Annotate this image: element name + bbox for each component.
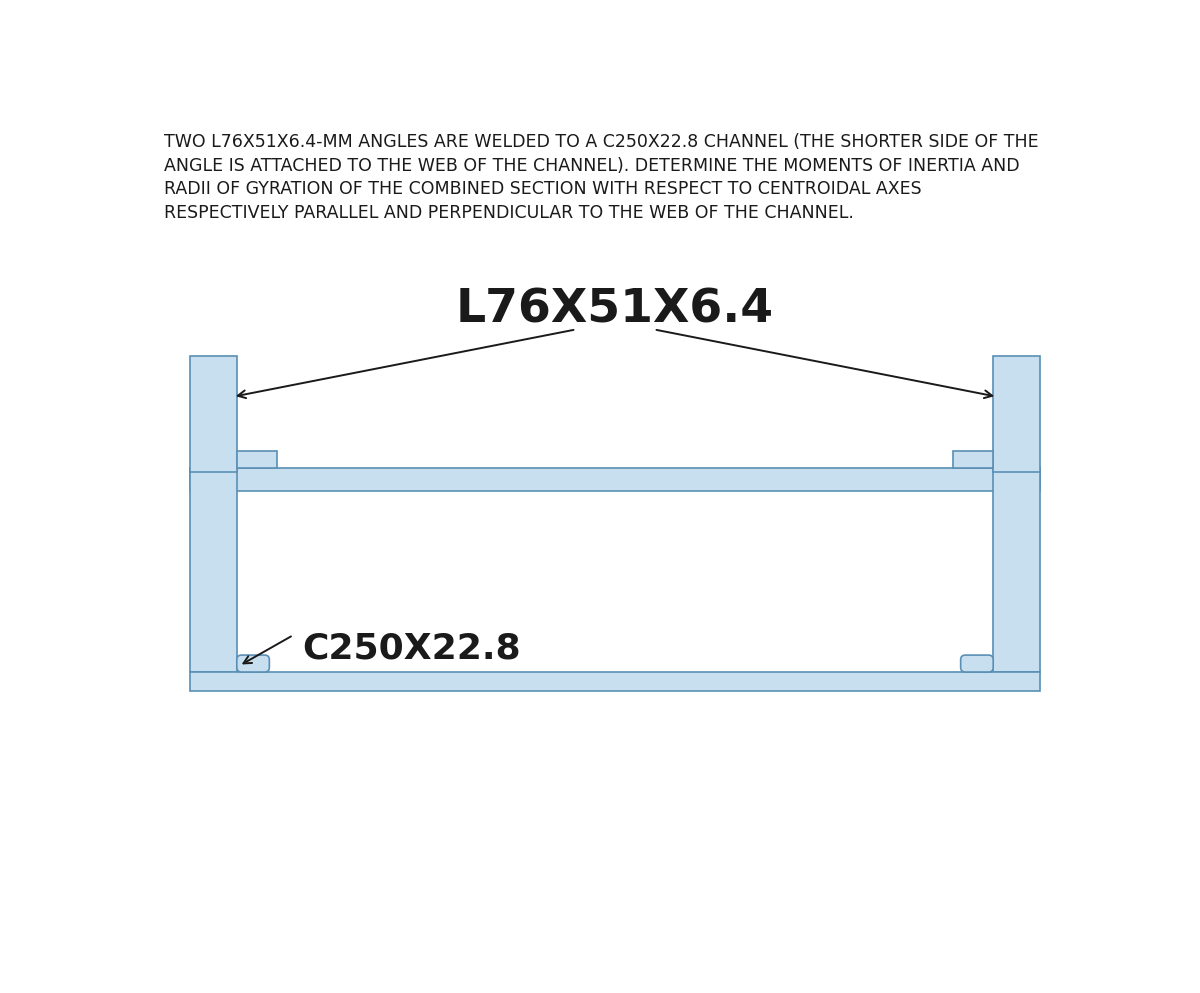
Text: L76X51X6.4: L76X51X6.4: [456, 288, 774, 333]
Bar: [191, 672, 1039, 691]
Bar: [994, 468, 1039, 672]
Bar: [953, 451, 994, 468]
Bar: [191, 356, 236, 472]
Bar: [191, 468, 236, 672]
FancyBboxPatch shape: [236, 655, 269, 672]
Text: TWO L76X51X6.4-MM ANGLES ARE WELDED TO A C250X22.8 CHANNEL (THE SHORTER SIDE OF : TWO L76X51X6.4-MM ANGLES ARE WELDED TO A…: [164, 133, 1038, 221]
Text: C250X22.8: C250X22.8: [302, 632, 521, 666]
Bar: [994, 356, 1039, 472]
FancyBboxPatch shape: [961, 655, 994, 672]
Bar: [191, 468, 1039, 492]
Bar: [236, 451, 277, 468]
